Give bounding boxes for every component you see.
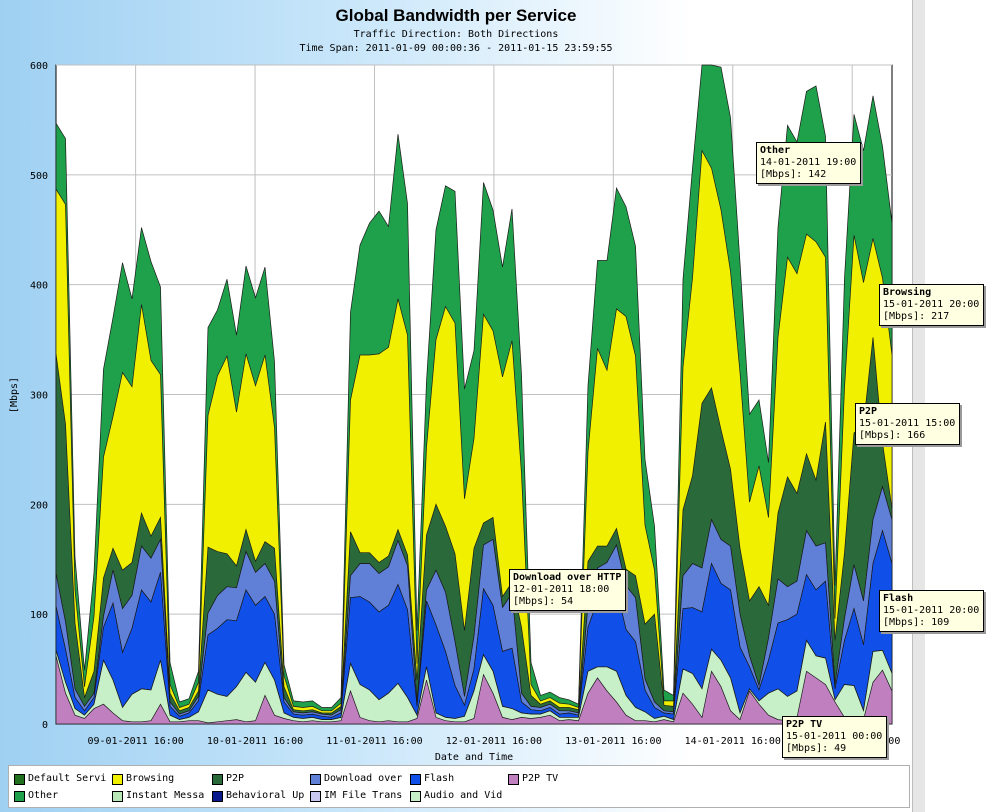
chart-legend: Default Servi Browsing P2P Download over Fla… (8, 765, 910, 808)
legend-swatch (410, 774, 421, 785)
tooltip-time: 15-01-2011 20:00 (883, 299, 980, 310)
stacked-areas (55, 64, 893, 725)
tooltip-series: P2P (859, 406, 878, 417)
x-axis-label: Date and Time (435, 752, 513, 763)
legend-item[interactable]: Default Servi (14, 772, 110, 786)
legend-label: Instant Messa (126, 790, 205, 801)
tooltip-series: Browsing (883, 287, 932, 298)
legend-label: Browsing (126, 773, 175, 784)
legend-label: Behavioral Up (226, 790, 305, 801)
legend-swatch (310, 774, 321, 785)
tooltip-value: [Mbps]: 217 (883, 311, 950, 322)
x-axis-ticks: 09-01-2011 16:00 10-01-2011 16:00 11-01-20… (87, 736, 900, 747)
tooltip-series: Other (760, 145, 791, 156)
tooltip-p2p-tv: P2P TV 15-01-2011 00:00 [Mbps]: 49 (782, 716, 888, 758)
tooltip-time: 14-01-2011 19:00 (760, 157, 857, 168)
y-tick-label: 300 (30, 391, 48, 402)
legend-swatch (310, 791, 321, 802)
tooltip-p2p: P2P 15-01-2011 15:00 [Mbps]: 166 (855, 403, 961, 445)
tooltip-time: 15-01-2011 15:00 (859, 418, 956, 429)
legend-label: P2P (226, 773, 245, 784)
x-tick-label: 14-01-2011 16:00 (685, 736, 781, 747)
legend-swatch (212, 791, 223, 802)
legend-label: Download over (324, 773, 403, 784)
tooltip-value: [Mbps]: 166 (859, 430, 926, 441)
x-tick-label: 11-01-2011 16:00 (326, 736, 422, 747)
y-tick-label: 0 (42, 720, 48, 731)
legend-item[interactable]: Browsing (112, 772, 208, 786)
legend-swatch (112, 774, 123, 785)
legend-swatch (14, 774, 25, 785)
tooltip-time: 15-01-2011 20:00 (883, 605, 980, 616)
legend-label: Flash (424, 773, 455, 784)
legend-swatch (212, 774, 223, 785)
legend-swatch (14, 791, 25, 802)
legend-swatch (508, 774, 519, 785)
chart-title: Global Bandwidth per Service (336, 6, 577, 25)
tooltip-value: [Mbps]: 109 (883, 617, 950, 628)
tooltip-series: Flash (883, 593, 914, 604)
y-tick-label: 500 (30, 171, 48, 182)
x-tick-label: 13-01-2011 16:00 (565, 736, 661, 747)
legend-item[interactable]: P2P (212, 772, 308, 786)
tooltip-series: P2P TV (786, 719, 823, 730)
chart-subtitle-timespan: Time Span: 2011-01-09 00:00:36 - 2011-01… (299, 43, 612, 54)
tooltip-time: 12-01-2011 18:00 (513, 584, 610, 595)
legend-item[interactable]: P2P TV (508, 772, 604, 786)
y-axis-label: [Mbps] (9, 377, 20, 413)
tooltip-other: Other 14-01-2011 19:00 [Mbps]: 142 (756, 142, 862, 184)
legend-item[interactable]: Audio and Vid (410, 789, 506, 803)
tooltip-series: Download over HTTP (513, 572, 622, 583)
legend-item[interactable]: IM File Trans (310, 789, 406, 803)
legend-label: Audio and Vid (424, 790, 503, 801)
legend-item[interactable]: Flash (410, 772, 506, 786)
y-tick-label: 400 (30, 281, 48, 292)
x-tick-label: 12-01-2011 16:00 (446, 736, 542, 747)
tooltip-value: [Mbps]: 142 (760, 169, 827, 180)
area-p2p-tv (55, 655, 893, 725)
y-tick-label: 600 (30, 61, 48, 72)
tooltip-flash: Flash 15-01-2011 20:00 [Mbps]: 109 (879, 590, 985, 632)
tooltip-download-over-http: Download over HTTP 12-01-2011 18:00 [Mbps]… (509, 569, 627, 611)
chart-subtitle-direction: Traffic Direction: Both Directions (354, 29, 559, 40)
tooltip-value: [Mbps]: 54 (513, 596, 574, 607)
x-tick-label: 09-01-2011 16:00 (87, 736, 183, 747)
y-tick-label: 200 (30, 500, 48, 511)
legend-item[interactable]: Behavioral Up (212, 789, 308, 803)
x-tick-label: 10-01-2011 16:00 (207, 736, 303, 747)
y-tick-label: 100 (30, 610, 48, 621)
legend-swatch (112, 791, 123, 802)
legend-item[interactable]: Instant Messa (112, 789, 208, 803)
legend-label: Default Servi (28, 773, 107, 784)
legend-item[interactable]: Download over (310, 772, 406, 786)
y-axis-ticks: 0 100 200 300 400 500 600 (30, 61, 48, 731)
legend-swatch (410, 791, 421, 802)
legend-label: Other (28, 790, 59, 801)
legend-label: P2P TV (522, 773, 559, 784)
legend-label: IM File Trans (324, 790, 403, 801)
legend-item[interactable]: Other (14, 789, 110, 803)
tooltip-time: 15-01-2011 00:00 (786, 731, 883, 742)
tooltip-value: [Mbps]: 49 (786, 743, 847, 754)
tooltip-browsing: Browsing 15-01-2011 20:00 [Mbps]: 217 (879, 284, 985, 326)
